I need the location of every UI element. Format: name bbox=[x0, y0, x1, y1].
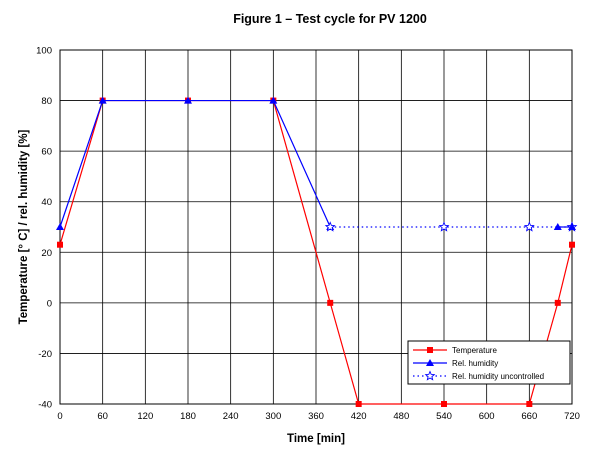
x-tick-label: 540 bbox=[436, 411, 452, 422]
data-point bbox=[269, 96, 278, 104]
legend-marker bbox=[426, 359, 434, 366]
data-point bbox=[553, 223, 562, 230]
data-point bbox=[523, 221, 535, 232]
x-tick-label: 240 bbox=[223, 411, 239, 422]
data-point bbox=[324, 221, 336, 232]
chart-legend: Temperature Rel. humidity Rel. humidity un… bbox=[407, 340, 571, 385]
x-tick-label: 300 bbox=[265, 411, 281, 422]
x-tick-label: 720 bbox=[564, 411, 580, 422]
legend-label: Rel. humidity bbox=[452, 359, 498, 368]
x-axis-tick-labels: 0 60 120 180 240 300 360 420 480 540 600 660 720 bbox=[57, 411, 580, 422]
legend-entry: Rel. humidity uncontrolled bbox=[413, 370, 544, 381]
x-tick-label: 0 bbox=[57, 411, 62, 422]
data-point bbox=[526, 401, 533, 407]
data-point bbox=[355, 401, 362, 407]
legend-label: Rel. humidity uncontrolled bbox=[452, 372, 544, 381]
data-point bbox=[98, 96, 107, 104]
data-point bbox=[568, 223, 576, 230]
data-point bbox=[569, 241, 575, 248]
y-tick-label: -40 bbox=[38, 400, 52, 411]
data-point bbox=[438, 221, 450, 232]
data-point bbox=[327, 299, 334, 306]
y-tick-label: 60 bbox=[41, 147, 52, 158]
x-tick-label: 660 bbox=[521, 411, 537, 422]
x-tick-label: 180 bbox=[180, 411, 196, 422]
legend-entry: Rel. humidity bbox=[413, 359, 498, 368]
chart-title: Figure 1 – Test cycle for PV 1200 bbox=[233, 12, 427, 26]
data-point bbox=[57, 241, 63, 248]
legend-label: Temperature bbox=[452, 346, 497, 355]
legend-entry: Temperature bbox=[413, 346, 497, 355]
y-tick-label: 80 bbox=[41, 96, 52, 107]
x-tick-label: 420 bbox=[351, 411, 367, 422]
legend-marker bbox=[424, 370, 436, 381]
y-axis-tick-labels: -40 -20 0 20 40 60 80 100 bbox=[36, 46, 52, 411]
x-axis-label: Time [min] bbox=[287, 433, 345, 445]
y-tick-label: 0 bbox=[47, 298, 52, 309]
x-tick-label: 120 bbox=[137, 411, 153, 422]
y-axis-label: Temperature [° C] / rel. humidity [%] bbox=[18, 129, 30, 324]
data-point bbox=[554, 299, 561, 306]
data-point bbox=[56, 223, 64, 230]
data-point bbox=[184, 96, 192, 104]
x-tick-label: 480 bbox=[393, 411, 409, 422]
series-3 bbox=[553, 223, 576, 230]
y-tick-label: -20 bbox=[38, 349, 52, 360]
x-tick-label: 600 bbox=[479, 411, 495, 422]
legend-marker bbox=[427, 347, 433, 353]
x-tick-label: 60 bbox=[97, 411, 108, 422]
data-point bbox=[441, 401, 447, 407]
y-tick-label: 100 bbox=[36, 46, 52, 57]
y-tick-label: 40 bbox=[41, 197, 52, 208]
x-tick-label: 360 bbox=[308, 411, 324, 422]
y-tick-label: 20 bbox=[41, 248, 52, 259]
